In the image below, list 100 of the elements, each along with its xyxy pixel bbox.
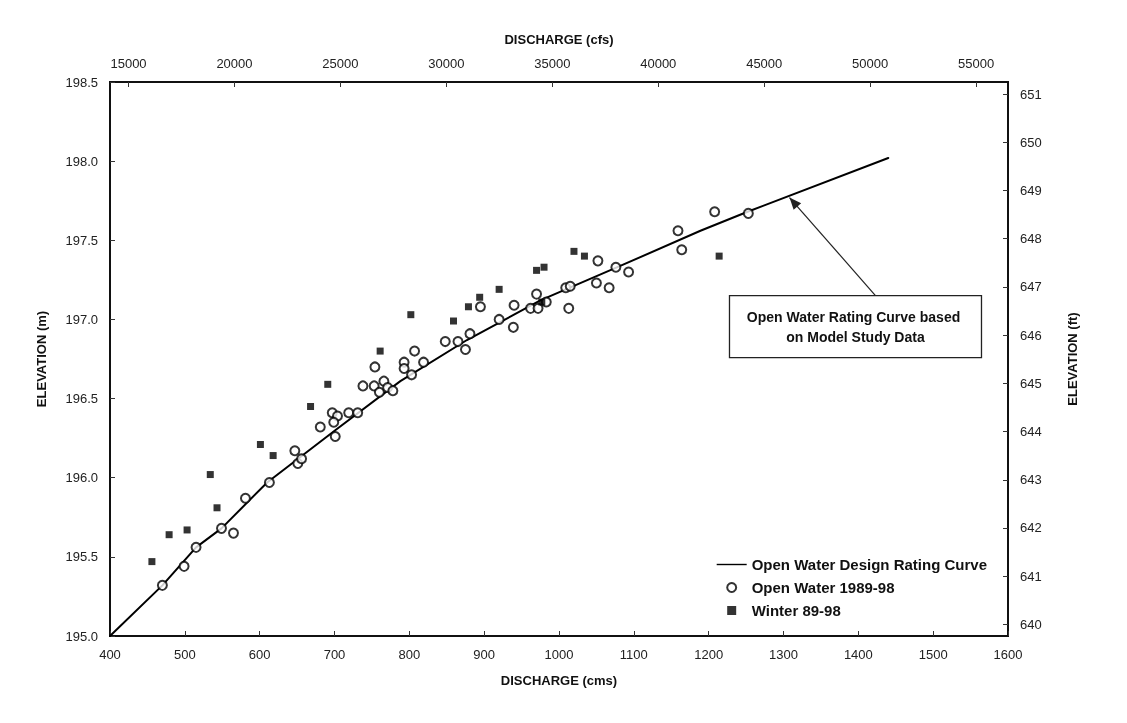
point [418, 356, 430, 368]
point [672, 225, 684, 237]
point [178, 560, 190, 572]
point [459, 344, 471, 355]
point [507, 321, 519, 333]
point [533, 266, 541, 274]
y2-axis-title: ELEVATION (ft) [1065, 312, 1080, 406]
point [742, 207, 754, 219]
point [495, 285, 503, 293]
point [493, 313, 505, 325]
x-tick-label: 400 [99, 647, 121, 662]
point [439, 336, 451, 348]
x2-tick-label: 50000 [852, 56, 889, 71]
legend-label: Open Water 1989-98 [751, 579, 895, 596]
y2-tick-label: 648 [1020, 231, 1042, 247]
point [592, 255, 604, 267]
y-axis-title: ELEVATION (m) [34, 310, 49, 408]
point [289, 445, 301, 457]
y2-tick-label: 649 [1020, 182, 1042, 198]
y-tick-label: 198.5 [65, 74, 98, 90]
x2-tick-label: 55000 [958, 56, 995, 71]
y2-tick-label: 643 [1020, 472, 1042, 488]
x-axis-title: DISCHARGE (cms) [500, 673, 618, 688]
point [580, 252, 588, 260]
point [165, 531, 173, 539]
x2-axis-title: DISCHARGE (cfs) [504, 32, 614, 47]
point [474, 301, 486, 313]
point [464, 303, 472, 311]
point [531, 288, 543, 300]
point [570, 247, 578, 255]
y2-tick-label: 646 [1020, 327, 1042, 343]
point [227, 527, 239, 539]
y2-tick-label: 640 [1020, 616, 1042, 632]
point [190, 541, 202, 553]
x-tick-label: 700 [323, 647, 346, 662]
point [508, 299, 520, 311]
x-tick-label: 1100 [619, 647, 648, 662]
x-tick-label: 1300 [769, 647, 798, 662]
point [256, 440, 264, 448]
y-tick-label: 198.0 [65, 153, 98, 169]
x2-tick-label: 15000 [110, 56, 147, 71]
point [156, 579, 168, 591]
point [476, 293, 484, 301]
point [709, 206, 721, 218]
point [409, 345, 421, 357]
point [449, 317, 457, 325]
x-tick-label: 800 [398, 647, 421, 662]
point [376, 347, 384, 355]
y2-tick-label: 650 [1020, 134, 1042, 150]
x-tick-label: 600 [248, 647, 271, 662]
y2-tick-label: 642 [1020, 520, 1042, 536]
point [676, 244, 688, 256]
point [452, 336, 464, 348]
point [398, 363, 410, 374]
point [216, 522, 227, 534]
point [213, 504, 221, 512]
legend-label: Open Water Design Rating Curve [751, 556, 987, 573]
point [329, 431, 341, 443]
y-tick-label: 197.5 [65, 232, 98, 248]
y-tick-label: 195.0 [65, 628, 98, 644]
point [343, 407, 355, 419]
y-tick-label: 196.0 [65, 470, 98, 486]
x2-tick-label: 20000 [216, 56, 253, 71]
point [328, 416, 340, 428]
x-tick-label: 1500 [918, 647, 948, 662]
x2-tick-label: 45000 [746, 56, 783, 71]
point [357, 380, 369, 392]
x-tick-label: 1000 [544, 647, 574, 662]
x-tick-label: 1200 [694, 647, 724, 662]
point [148, 558, 156, 566]
point [540, 263, 548, 271]
point [407, 311, 415, 319]
point [538, 298, 546, 306]
x-tick-label: 500 [173, 647, 196, 662]
x2-tick-label: 40000 [640, 56, 677, 71]
y2-tick-label: 647 [1020, 279, 1042, 295]
y-tick-label: 196.5 [65, 391, 98, 407]
point [603, 282, 615, 294]
point [590, 277, 602, 289]
point [239, 492, 251, 504]
legend-label: Winter 89-98 [751, 602, 841, 619]
point [563, 302, 575, 314]
y2-tick-label: 645 [1020, 375, 1042, 391]
y2-tick-label: 651 [1020, 86, 1042, 102]
x2-tick-label: 25000 [322, 56, 359, 71]
point [564, 280, 576, 292]
point [715, 252, 723, 260]
point [307, 402, 315, 410]
x2-tick-label: 35000 [534, 56, 571, 71]
point [373, 386, 385, 398]
y2-tick-label: 644 [1020, 424, 1042, 440]
point [314, 421, 326, 433]
y2-tick-label: 641 [1020, 568, 1042, 584]
point [269, 452, 277, 460]
x-tick-label: 900 [473, 647, 496, 662]
point [464, 328, 476, 340]
point [610, 261, 622, 273]
point [263, 476, 275, 488]
point [387, 385, 399, 397]
point [324, 380, 332, 388]
